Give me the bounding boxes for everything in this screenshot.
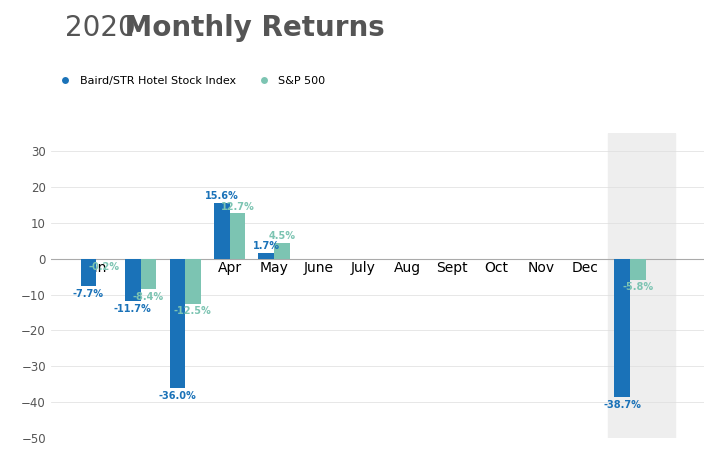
Bar <box>141 259 156 289</box>
Text: -38.7%: -38.7% <box>603 400 641 410</box>
Text: Monthly Returns: Monthly Returns <box>115 14 385 42</box>
Text: -12.5%: -12.5% <box>174 307 212 317</box>
Bar <box>630 259 645 279</box>
Bar <box>274 243 290 259</box>
Bar <box>214 203 229 259</box>
Bar <box>229 213 245 259</box>
Text: -8.4%: -8.4% <box>133 292 164 302</box>
Text: -7.7%: -7.7% <box>73 289 104 299</box>
Bar <box>169 259 185 388</box>
Text: -5.8%: -5.8% <box>622 282 653 292</box>
Bar <box>608 133 674 438</box>
Text: 12.7%: 12.7% <box>221 202 254 212</box>
Bar <box>81 259 96 287</box>
Text: 2020: 2020 <box>65 14 136 42</box>
Bar <box>185 259 200 304</box>
Text: -36.0%: -36.0% <box>158 391 196 401</box>
Legend: Baird/STR Hotel Stock Index, S&P 500: Baird/STR Hotel Stock Index, S&P 500 <box>50 72 330 91</box>
Text: 1.7%: 1.7% <box>253 241 280 251</box>
Bar <box>125 259 141 301</box>
Text: -11.7%: -11.7% <box>114 304 152 314</box>
Text: -0.2%: -0.2% <box>89 262 119 272</box>
Text: 4.5%: 4.5% <box>269 231 295 241</box>
Text: 15.6%: 15.6% <box>205 191 239 201</box>
Bar <box>258 253 274 259</box>
Bar <box>614 259 630 397</box>
